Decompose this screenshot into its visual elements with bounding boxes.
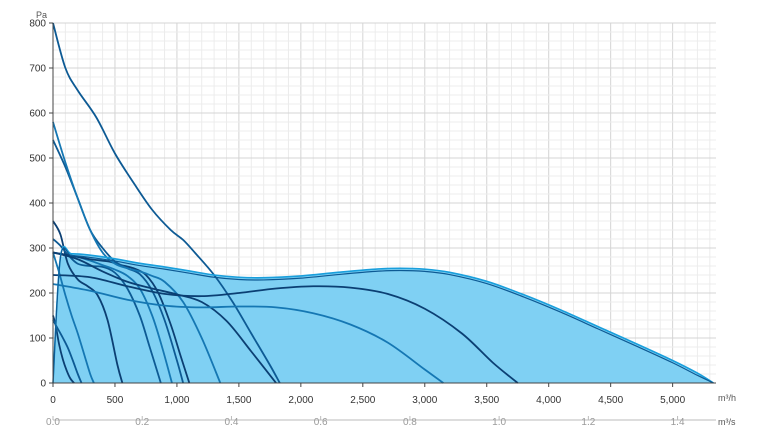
x2-tick-label: 0.8 [403, 417, 417, 428]
y-tick-label: 0 [40, 379, 46, 390]
x-tick-label: 2,000 [288, 395, 313, 406]
x-tick-label: 4,500 [598, 395, 623, 406]
x2-tick-label: 0.4 [224, 417, 238, 428]
envelope-line-outer [52, 245, 714, 384]
x2-tick-label: 1.2 [581, 417, 595, 428]
y-tick-label: 200 [29, 289, 46, 300]
x-tick-label: 2,500 [350, 395, 375, 406]
operating-area-fill [53, 253, 714, 383]
fan-curve-11 [52, 22, 281, 384]
operating-area [53, 253, 714, 383]
tick-labels: 0 100 200 300 400 500 600 700 800 0 500 1,000 1,500 2… [29, 19, 685, 429]
y-tick-label: 800 [29, 19, 46, 30]
x-tick-label: 4,000 [536, 395, 561, 406]
envelope-line-inner [52, 247, 714, 384]
x-tick-label: 1,000 [164, 395, 189, 406]
x2-tick-label: 0.2 [135, 417, 149, 428]
fan-curve-5 [52, 238, 162, 384]
fan-curve-4 [52, 220, 124, 384]
x-tick-label: 5,000 [660, 395, 685, 406]
y-tick-label: 500 [29, 154, 46, 165]
y-axis-unit: Pa [36, 10, 47, 20]
y-tick-label: 400 [29, 199, 46, 210]
fan-curve-13 [52, 274, 519, 384]
fan-curve-7 [52, 251, 191, 384]
x-tick-label: 3,000 [412, 395, 437, 406]
envelope-curves [52, 245, 714, 384]
x2-tick-label: 0.6 [314, 417, 328, 428]
x2-tick-label: 1.0 [492, 417, 506, 428]
x-tick-label: 500 [107, 395, 124, 406]
secondary-x-axis-unit: m³/s [718, 417, 736, 427]
fan-curve-10 [52, 251, 277, 384]
x-axis-unit: m³/h [718, 393, 736, 403]
y-tick-label: 700 [29, 64, 46, 75]
y-tick-label: 100 [29, 334, 46, 345]
fan-curve-12 [52, 283, 444, 384]
y-tick-label: 600 [29, 109, 46, 120]
fan-curve-2 [52, 319, 83, 384]
y-tick-label: 300 [29, 244, 46, 255]
x2-tick-label: 1.4 [671, 417, 685, 428]
x-tick-label: 3,500 [474, 395, 499, 406]
axes [49, 22, 716, 421]
fan-curve-9 [52, 121, 222, 384]
x2-tick-label: 0.0 [46, 417, 60, 428]
x-tick-label: 0 [50, 395, 56, 406]
x-tick-label: 1,500 [226, 395, 251, 406]
